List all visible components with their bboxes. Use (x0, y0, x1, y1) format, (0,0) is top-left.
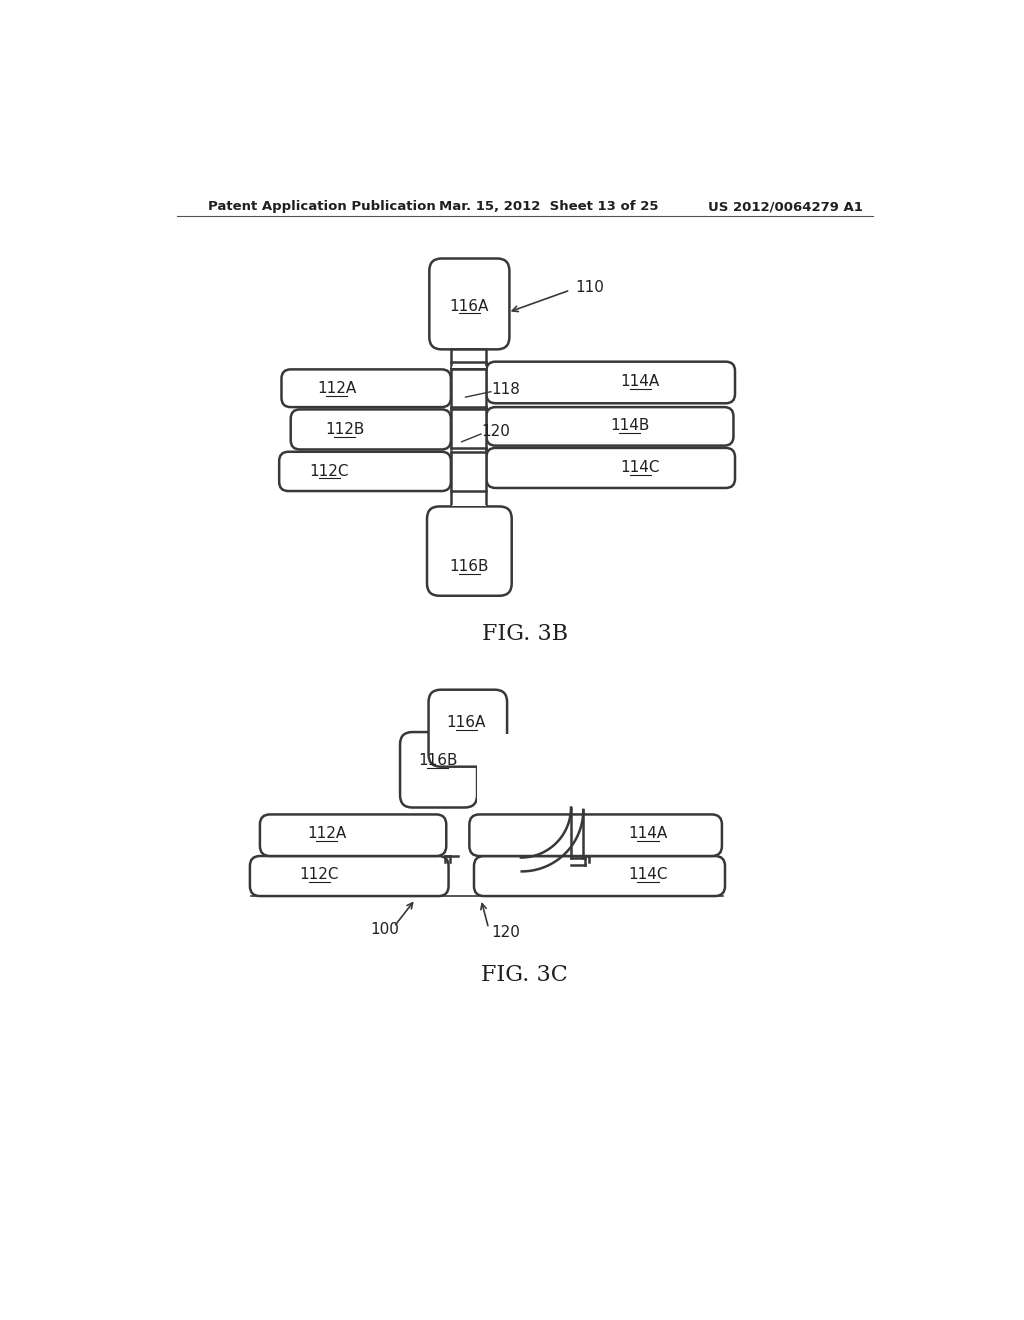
Text: Mar. 15, 2012  Sheet 13 of 25: Mar. 15, 2012 Sheet 13 of 25 (438, 201, 658, 214)
Bar (451, 447, 486, 491)
Text: 100: 100 (371, 923, 399, 937)
Text: 116A: 116A (450, 298, 489, 314)
FancyBboxPatch shape (429, 689, 507, 767)
Text: 120: 120 (481, 424, 510, 440)
Text: 114A: 114A (621, 374, 659, 389)
Text: 114B: 114B (610, 418, 649, 433)
FancyBboxPatch shape (429, 259, 509, 350)
Bar (452, 367, 485, 368)
Text: 114C: 114C (621, 461, 660, 475)
FancyBboxPatch shape (486, 447, 735, 488)
Text: 112C: 112C (299, 867, 339, 882)
FancyBboxPatch shape (291, 409, 451, 449)
FancyBboxPatch shape (280, 451, 451, 491)
Bar (451, 370, 486, 407)
Text: Patent Application Publication: Patent Application Publication (208, 201, 435, 214)
FancyBboxPatch shape (486, 407, 733, 446)
Text: US 2012/0064279 A1: US 2012/0064279 A1 (708, 201, 863, 214)
Text: 116A: 116A (446, 715, 486, 730)
Text: 112B: 112B (325, 422, 365, 437)
Text: 120: 120 (490, 925, 520, 940)
Text: 112A: 112A (307, 826, 346, 841)
FancyBboxPatch shape (427, 507, 512, 595)
Text: 116B: 116B (450, 558, 489, 574)
FancyBboxPatch shape (400, 733, 477, 808)
FancyBboxPatch shape (469, 814, 722, 857)
FancyBboxPatch shape (474, 857, 725, 896)
Bar (477, 734, 585, 808)
Text: FIG. 3B: FIG. 3B (481, 623, 568, 645)
Text: 114C: 114C (629, 867, 668, 882)
Bar (451, 350, 486, 368)
FancyBboxPatch shape (250, 857, 449, 896)
Text: 112C: 112C (309, 463, 349, 479)
Bar (452, 506, 485, 507)
FancyBboxPatch shape (282, 370, 451, 407)
Text: 110: 110 (574, 280, 604, 296)
Text: 112A: 112A (317, 381, 356, 396)
Text: 118: 118 (490, 381, 520, 397)
FancyBboxPatch shape (486, 362, 735, 404)
Text: FIG. 3C: FIG. 3C (481, 964, 568, 986)
Text: 114A: 114A (629, 826, 668, 841)
Text: 116B: 116B (418, 752, 458, 768)
FancyBboxPatch shape (260, 814, 446, 857)
Bar (451, 491, 486, 507)
Bar (451, 407, 486, 449)
